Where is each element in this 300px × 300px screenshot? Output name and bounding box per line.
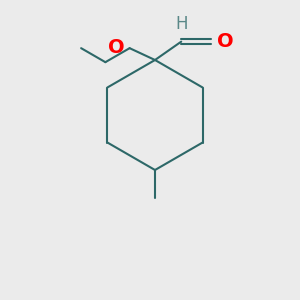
Text: H: H bbox=[175, 15, 188, 33]
Text: O: O bbox=[217, 32, 234, 51]
Text: O: O bbox=[108, 38, 124, 57]
